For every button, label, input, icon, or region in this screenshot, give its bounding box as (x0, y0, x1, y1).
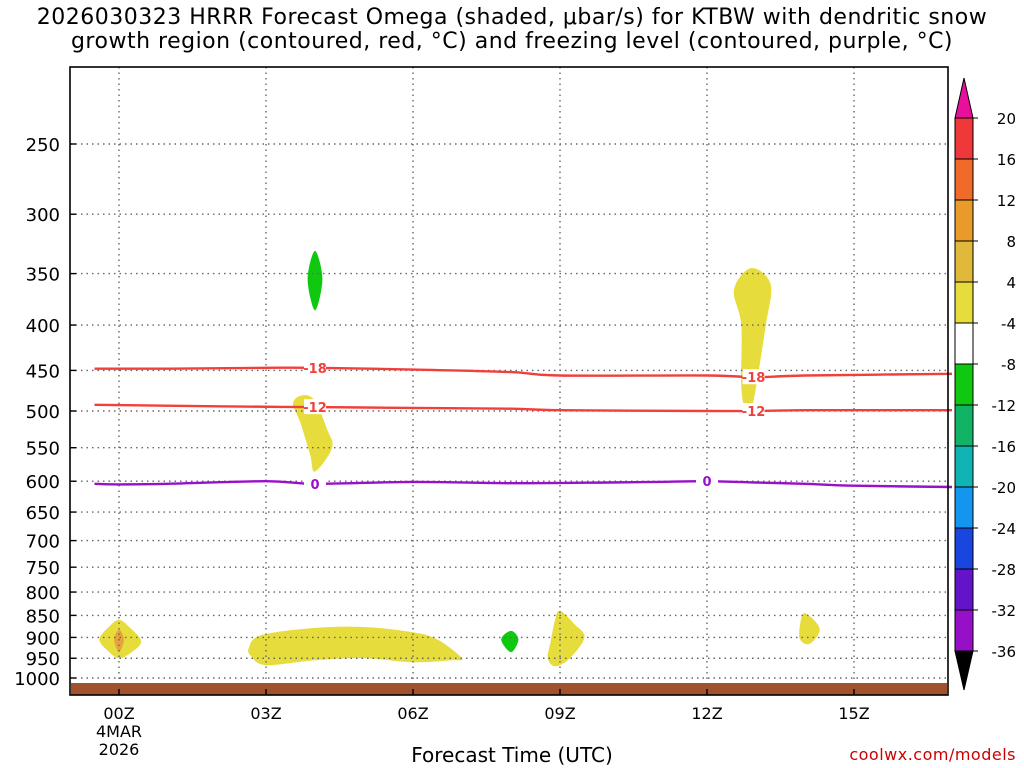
colorbar-band-4 (954, 281, 974, 324)
plot-frame (69, 66, 949, 696)
ytick-label-300: 300 (26, 205, 60, 226)
ytick-label-250: 250 (26, 135, 60, 156)
colorbar-band-2 (954, 199, 974, 242)
contour-label-0: -18 (303, 362, 327, 377)
plot-area (70, 67, 948, 695)
colorbar-label-2: 12 (997, 192, 1016, 210)
ytick-label-900: 900 (26, 628, 60, 649)
omega-region-3 (307, 250, 323, 311)
contour-label-5: 0 (702, 475, 711, 490)
colorbar-label-10: -24 (992, 520, 1017, 538)
colorbar-band-9 (954, 486, 974, 529)
contour-line-0 (94, 479, 953, 489)
colorbar-label-0: 20 (997, 110, 1016, 128)
xtick-label-06Z: 06Z (397, 704, 428, 723)
contour-label-bg-4 (304, 475, 326, 491)
ytick-label-650: 650 (26, 503, 60, 524)
colorbar-band-5 (954, 322, 974, 365)
date-label-1: 2026 (99, 740, 140, 759)
colorbar-band-1 (954, 158, 974, 201)
colorbar-label-8: -16 (992, 438, 1017, 456)
ytick-label-800: 800 (26, 583, 60, 604)
colorbar-band-6 (954, 363, 974, 406)
ytick-label-500: 500 (26, 402, 60, 423)
ytick-label-950: 950 (26, 649, 60, 670)
colorbar-band-11 (954, 568, 974, 611)
xtick-label-03Z: 03Z (250, 704, 281, 723)
title-line-1: 2026030323 HRRR Forecast Omega (shaded, … (36, 5, 988, 30)
date-label-0: 4MAR (96, 722, 142, 741)
ytick-label-600: 600 (26, 472, 60, 493)
colorbar-label-5: -4 (1001, 315, 1016, 333)
colorbar-band-12 (954, 609, 974, 652)
colorbar-label-3: 8 (1006, 233, 1016, 251)
contour-label-bg-2 (742, 369, 765, 385)
credit-link[interactable]: coolwx.com/models (849, 745, 1016, 764)
colorbar-band-3 (954, 240, 974, 283)
colorbar-label-12: -32 (992, 602, 1017, 620)
contour-label-bg-0 (304, 359, 326, 375)
omega-region-1 (114, 629, 124, 653)
xtick-label-00Z: 00Z (103, 704, 134, 723)
xtick-label-09Z: 09Z (544, 704, 575, 723)
colorbar-label-6: -8 (1001, 356, 1016, 374)
ytick-label-350: 350 (26, 265, 60, 286)
colorbar-label-4: 4 (1006, 274, 1016, 292)
omega-region-5 (501, 630, 519, 653)
ytick-label-550: 550 (26, 439, 60, 460)
colorbar-bottom-arrow (954, 650, 974, 691)
ytick-label-400: 400 (26, 316, 60, 337)
title-line-2: growth region (contoured, red, °C) and f… (70, 29, 954, 54)
colorbar-label-11: -28 (992, 561, 1017, 579)
x-axis-label: Forecast Time (UTC) (411, 743, 613, 767)
ytick-label-1000: 1000 (14, 669, 60, 690)
contour-label-1: -12 (303, 401, 327, 416)
contour-label-3: -12 (742, 405, 766, 420)
colorbar-band-7 (954, 404, 974, 447)
xtick-label-15Z: 15Z (838, 704, 869, 723)
chart-title: 2026030323 HRRR Forecast Omega (shaded, … (0, 6, 1024, 54)
omega-region-4 (292, 395, 333, 472)
colorbar-label-7: -12 (992, 397, 1017, 415)
contour-label-2: -18 (742, 371, 766, 386)
ytick-label-750: 750 (26, 558, 60, 579)
ytick-label-450: 450 (26, 361, 60, 382)
omega-region-2 (248, 626, 463, 666)
omega-region-6 (547, 610, 585, 667)
contour-line--12 (94, 403, 953, 413)
ytick-label-700: 700 (26, 532, 60, 553)
contour-label-4: 0 (310, 478, 319, 493)
colorbar-top-arrow (954, 77, 974, 119)
contour-label-bg-5 (696, 473, 718, 489)
colorbar-band-0 (954, 117, 974, 160)
colorbar-band-8 (954, 445, 974, 488)
surface-ground-strip (71, 683, 947, 695)
ytick-label-850: 850 (26, 606, 60, 627)
colorbar-label-13: -36 (992, 643, 1017, 661)
colorbar-band-10 (954, 527, 974, 570)
contour-label-bg-1 (304, 399, 326, 415)
colorbar-label-1: 16 (997, 151, 1016, 169)
contour-label-bg-3 (742, 403, 765, 418)
contour-line--18 (94, 366, 953, 379)
xtick-label-12Z: 12Z (691, 704, 722, 723)
omega-region-8 (799, 613, 820, 645)
colorbar-label-9: -20 (992, 479, 1017, 497)
